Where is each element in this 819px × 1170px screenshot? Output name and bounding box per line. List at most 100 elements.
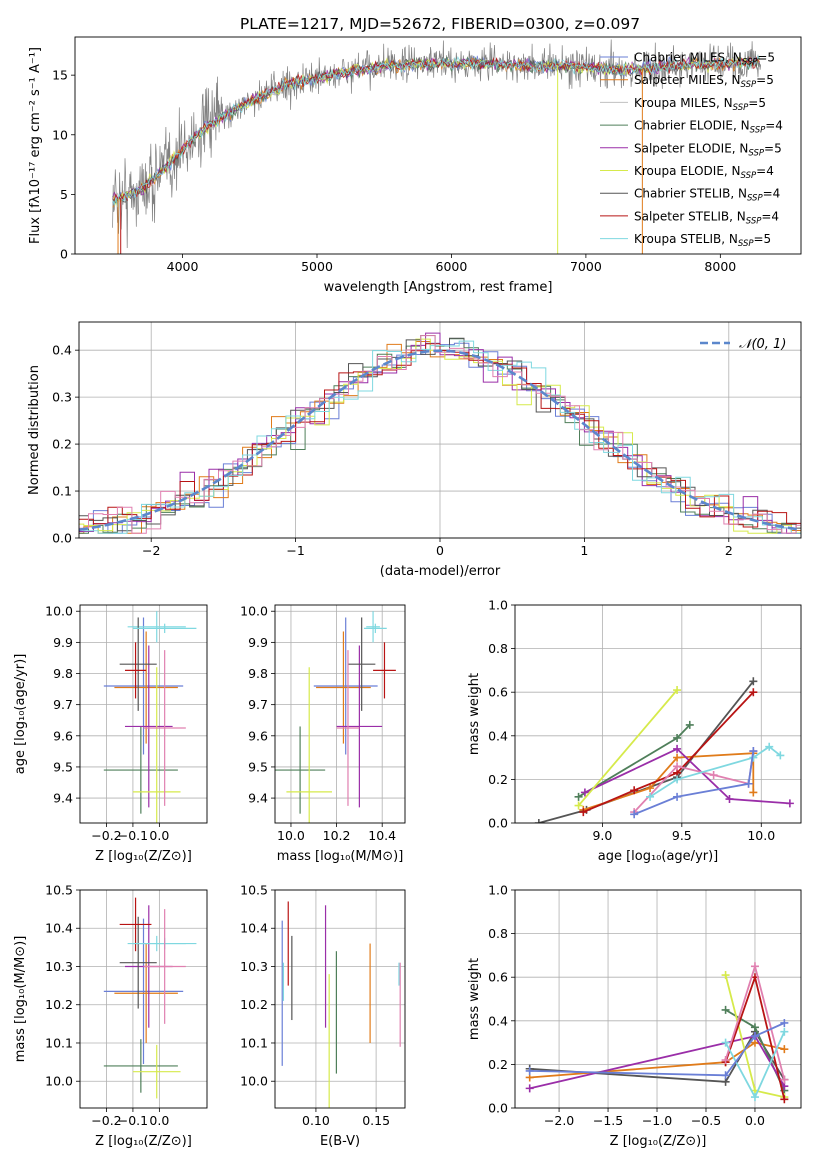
panel-residuals: −2 −1 0 1 2 0.0 0.1 0.2 0.3 0.4 (data-model)/error… [27,321,802,579]
x-tick-label: 7000 [570,259,602,274]
y-tick-label: 9.7 [53,697,73,712]
legend-entry: Salpeter STELIB, NSSP=4 [634,209,779,226]
weight-point [673,733,682,742]
legend-entry: Chabrier MILES, NSSP=5 [634,51,775,68]
weight-point [574,801,583,810]
x-tick-label: 4000 [167,259,199,274]
y-tick-label: 0.3 [52,390,72,405]
plot-area [281,901,401,1108]
plot-area [79,332,801,534]
y-tick-label: 0.6 [488,685,508,700]
weight-point [776,751,785,760]
weight-point [673,762,682,771]
y-tick-label: 0.8 [488,926,508,941]
x-tick-label: 9.0 [592,828,612,843]
plot-area [534,677,794,823]
y-tick-label: 10.3 [45,959,73,974]
panel-mass_vs_Z: −0.2−0.1 0.0 10.0 10.1 10.2 10.3 10.4 10.5 Z [lo… [13,883,208,1149]
x-tick-label: −1 [286,543,304,558]
y-tick-label: 0.0 [488,816,508,831]
weight-point [673,753,682,762]
y-tick-label: 9.8 [248,666,268,681]
weight-point [646,792,655,801]
x-tick-label: 0.0 [745,1113,765,1128]
x-tick-label: 10.4 [368,828,396,843]
weight-point [709,771,718,780]
weight-point [750,1093,759,1102]
y-tick-label: 9.9 [53,635,73,650]
x-tick-label: 0.15 [362,1113,390,1128]
panel-age_vs_Z: −0.2−0.1 0.0 9.4 9.5 9.6 9.7 9.8 9.9 10.0 Z [log₁… [13,604,208,864]
y-tick-label: 1.0 [488,598,508,613]
x-tick-label: 2 [725,543,733,558]
panel-age_vs_mass: 10.0 10.2 10.4 9.4 9.5 9.6 9.7 9.8 9.9 10.0 mass [… [240,604,406,864]
y-tick-label: 0.4 [488,728,508,743]
legend-entry: Salpeter MILES, NSSP=5 [634,73,774,90]
y-tick-label: 9.5 [53,759,73,774]
weight-point [725,795,734,804]
x-tick-label: −1.5 [593,1113,623,1128]
x-tick-label: −0.2 [91,1113,121,1128]
x-tick-label: −2.0 [544,1113,574,1128]
y-tick-label: 0.6 [488,970,508,985]
y-axis-label: Normed distribution [27,365,42,495]
y-tick-label: 9.8 [53,666,73,681]
y-axis-label: mass weight [467,673,482,755]
weight-point [765,742,774,751]
legend-spectrum: Chabrier MILES, NSSP=5 Salpeter MILES, NS… [600,51,783,249]
y-tick-label: 9.6 [248,728,268,743]
weight-point [750,962,759,971]
y-tick-label: 10.4 [45,921,73,936]
y-axis-label: Flux [fλ10⁻¹⁷ erg cm⁻² s⁻¹ A⁻¹] [28,47,43,244]
y-tick-label: 9.9 [248,635,268,650]
y-tick-label: 0.2 [488,1057,508,1072]
weight-point [721,1071,730,1080]
x-tick-label: −0.1 [118,828,148,843]
weight-point [630,786,639,795]
y-axis-label: mass [log₁₀(M/M⊙)] [13,936,28,1063]
x-tick-label: 10.2 [323,828,351,843]
y-tick-label: 10.0 [45,604,73,619]
x-tick-label: 1 [580,543,588,558]
weight-point [534,819,543,823]
x-tick-label: 0.0 [149,828,169,843]
residual-histogram [79,340,801,534]
plot-area [275,611,396,823]
x-tick-label: −0.1 [118,1113,148,1128]
y-tick-label: 10.4 [240,921,268,936]
weight-point [579,808,588,817]
weight-point [785,799,794,808]
weight-point [673,686,682,695]
x-tick-label: 9.5 [672,828,692,843]
y-tick-label: 0.4 [52,343,72,358]
weight-point [525,1066,534,1075]
x-tick-label: −0.5 [691,1113,721,1128]
weight-point [673,775,682,784]
weight-line [633,750,755,816]
weight-line [529,1022,785,1077]
y-tick-label: 1.0 [488,883,508,898]
y-tick-label: 10 [52,127,68,142]
y-axis-label: age [log₁₀(age/yr)] [13,654,28,775]
y-tick-label: 0.2 [52,437,72,452]
axes-frame [514,604,802,824]
x-tick-label: 0.10 [302,1113,330,1128]
plot-area [103,897,197,1099]
weight-point [750,1032,759,1041]
weight-point [744,779,753,788]
weight-point [673,744,682,753]
y-tick-label: 10.2 [240,997,268,1012]
weight-point [749,788,758,797]
x-tick-label: 0.0 [149,1113,169,1128]
x-tick-label: −1.0 [642,1113,672,1128]
axes-frame [514,889,802,1109]
y-tick-label: 10.1 [45,1035,73,1050]
legend-entry: Kroupa ELODIE, NSSP=4 [634,164,774,181]
x-tick-label: 8000 [704,259,736,274]
y-tick-label: 0.0 [52,531,72,546]
weight-point [630,810,639,819]
plot-area [103,611,197,823]
weight-point [721,1056,730,1065]
y-tick-label: 9.6 [53,728,73,743]
